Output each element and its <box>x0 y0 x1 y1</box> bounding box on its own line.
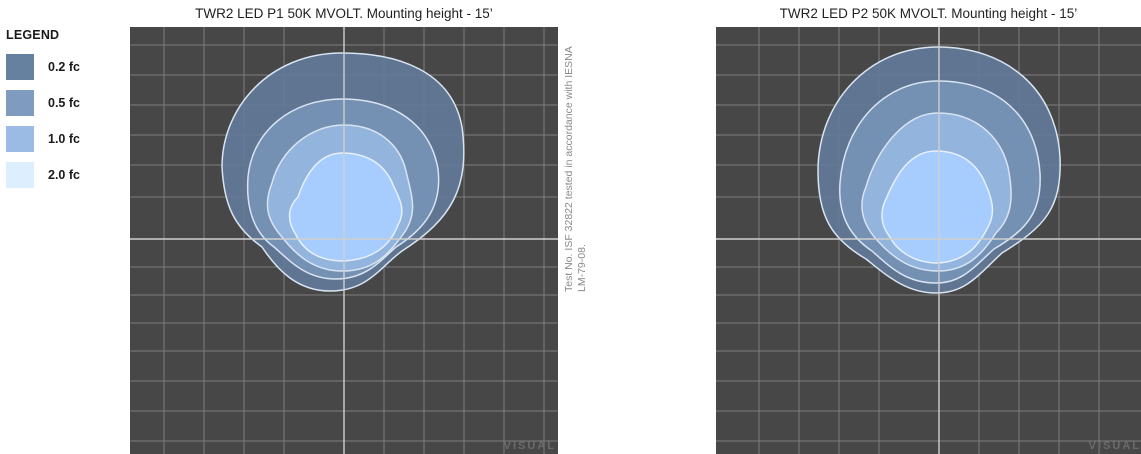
legend-swatch-1-0fc <box>6 126 34 152</box>
legend-swatch-2-0fc <box>6 162 34 188</box>
legend-label-2-0fc: 2.0 fc <box>48 168 80 182</box>
center-axes <box>716 27 1141 454</box>
test-note: Test No. ISF 32822 tested in accordance … <box>563 46 588 292</box>
watermark: VISUAL <box>1088 440 1141 452</box>
legend-label-1-0fc: 1.0 fc <box>48 132 80 146</box>
panel-1-title: TWR2 LED P1 50K MVOLT. Mounting height -… <box>195 6 493 21</box>
isofootcandle-plot-p1-svg <box>130 27 558 454</box>
legend-swatch-0-2fc <box>6 54 34 80</box>
isofootcandle-plot-p1: VISUAL <box>130 27 558 454</box>
legend-label-0-2fc: 0.2 fc <box>48 60 80 74</box>
legend-label-0-5fc: 0.5 fc <box>48 96 80 110</box>
contour-2-0fc <box>881 150 994 264</box>
watermark: VISUAL <box>503 440 556 452</box>
legend-item-0-5fc: 0.5 fc <box>6 90 116 116</box>
legend: LEGEND 0.2 fc 0.5 fc 1.0 fc 2.0 fc <box>6 28 116 198</box>
panel-2-title: TWR2 LED P2 50K MVOLT. Mounting height -… <box>779 6 1078 21</box>
legend-item-0-2fc: 0.2 fc <box>6 54 116 80</box>
legend-item-1-0fc: 1.0 fc <box>6 126 116 152</box>
isofootcandle-plot-p2: VISUAL <box>716 27 1141 454</box>
legend-item-2-0fc: 2.0 fc <box>6 162 116 188</box>
legend-title: LEGEND <box>6 28 60 42</box>
legend-swatch-0-5fc <box>6 90 34 116</box>
center-axes <box>130 27 558 454</box>
isofootcandle-plot-p2-svg <box>716 27 1141 454</box>
